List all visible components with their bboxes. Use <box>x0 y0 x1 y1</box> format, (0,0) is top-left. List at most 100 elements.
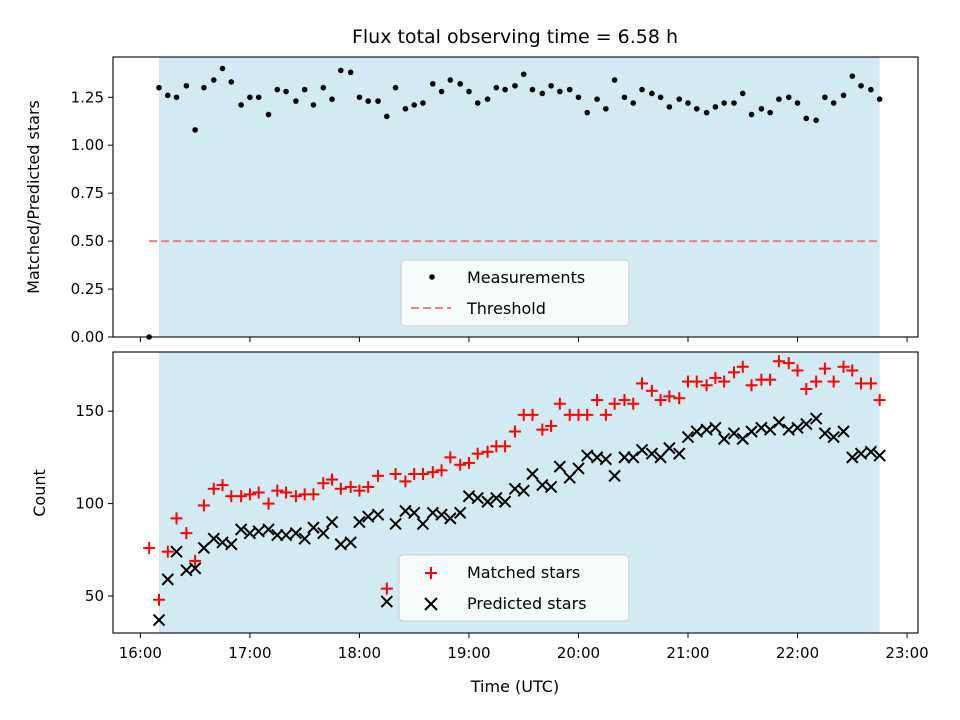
measurement-point <box>219 65 226 72</box>
measurement-point <box>840 92 847 99</box>
matched-star-point <box>772 355 785 368</box>
bottom-panel: 50 100 150 16:00 17:00 18:00 19:00 20:00 21:00 2… <box>30 351 929 696</box>
predicted-star-point <box>344 536 357 549</box>
measurement-point <box>301 86 308 93</box>
predicted-star-point <box>864 445 878 459</box>
bottom-axes-frame <box>112 351 919 634</box>
top-y-tick-label: 0.50 <box>71 232 104 250</box>
predicted-star-point <box>873 449 886 462</box>
matched-star-point <box>416 468 429 481</box>
matched-star-point <box>827 375 840 388</box>
measurement-point <box>329 96 335 102</box>
measurement-point <box>493 84 500 91</box>
bottom-x-tick-label: 23:00 <box>885 644 928 662</box>
matched-star-point <box>700 379 713 392</box>
predicted-star-point <box>389 517 402 531</box>
bottom-x-tick-label: 18:00 <box>338 644 381 662</box>
measurement-point <box>356 94 363 101</box>
matched-star-point <box>499 440 512 453</box>
predicted-star-point <box>197 541 211 555</box>
matched-star-point <box>791 364 804 377</box>
bottom-x-tick-label: 20:00 <box>557 644 600 662</box>
matched-star-point <box>372 469 385 482</box>
bottom-y-tick-label: 150 <box>75 402 104 420</box>
matched-star-point <box>591 394 604 407</box>
matched-star-point <box>170 512 183 525</box>
measurement-point <box>512 82 518 89</box>
bottom-x-tick-label: 16:00 <box>119 644 162 662</box>
measurement-point <box>293 98 299 104</box>
bottom-x-tick-label: 17:00 <box>228 644 271 662</box>
chart-title: Flux total observing time = 6.58 h <box>352 26 678 48</box>
measurement-point <box>274 86 281 93</box>
matched-star-point <box>782 357 795 370</box>
predicted-star-point <box>453 506 467 520</box>
predicted-star-point <box>791 421 804 435</box>
matched-star-point <box>317 477 330 490</box>
measurement-point <box>438 88 445 95</box>
predicted-star-point <box>435 508 448 521</box>
measurement-point <box>611 77 618 83</box>
matched-star-point <box>344 480 357 493</box>
predicted-star-point <box>837 425 850 438</box>
matched-star-point <box>243 488 256 501</box>
predicted-star-point <box>681 430 695 444</box>
top-y-tick-label: 0.00 <box>71 328 104 346</box>
measurement-point <box>156 84 162 91</box>
matched-star-point <box>718 375 731 388</box>
measurement-point <box>785 94 792 101</box>
bottom-x-tick-label: 21:00 <box>666 644 709 662</box>
matched-star-point <box>471 447 484 460</box>
measurement-point <box>575 94 582 101</box>
predicted-star-point <box>572 462 585 475</box>
matched-star-point <box>462 456 475 469</box>
predicted-star-point <box>544 480 558 494</box>
predicted-star-point <box>599 453 613 466</box>
predicted-star-point <box>471 491 484 505</box>
measurement-point <box>420 100 426 106</box>
matched-star-point <box>526 408 539 421</box>
matched-star-point <box>673 392 686 405</box>
top-y-tick-label: 0.75 <box>71 184 104 202</box>
predicted-star-point <box>252 525 265 538</box>
measurement-point <box>228 79 235 85</box>
top-legend-box <box>400 259 630 327</box>
bottom-y-tick-label: 100 <box>75 495 104 513</box>
predicted-star-point <box>608 469 621 483</box>
measurement-point <box>520 71 527 78</box>
matched-star-point <box>180 527 193 540</box>
legend-predicted-marker <box>424 597 438 611</box>
matched-star-point <box>252 486 265 499</box>
matched-star-point <box>690 375 703 388</box>
matched-star-point <box>444 451 457 464</box>
measurement-point <box>776 96 782 102</box>
matched-star-point <box>289 490 302 503</box>
matched-star-point <box>553 397 566 410</box>
matched-star-point <box>873 394 886 407</box>
measurement-point <box>474 100 481 106</box>
measurement-point <box>502 86 508 93</box>
measurement-point <box>310 102 317 108</box>
measurement-point <box>868 86 874 93</box>
matched-star-point <box>399 475 412 488</box>
matched-star-point <box>654 394 667 407</box>
measurement-point <box>283 88 289 95</box>
measurement-point <box>703 109 710 116</box>
matched-star-point <box>645 384 658 397</box>
measurement-point <box>813 117 819 124</box>
measurement-point <box>210 77 217 83</box>
measurement-point <box>338 67 344 74</box>
matched-star-point <box>745 379 758 392</box>
matched-star-point <box>153 593 165 606</box>
predicted-star-point <box>361 510 375 523</box>
predicted-star-point <box>818 427 832 440</box>
predicted-star-point <box>289 526 303 540</box>
predicted-star-point <box>827 430 840 444</box>
bottom-legend-box <box>398 554 630 622</box>
predicted-star-point <box>673 447 686 460</box>
measurement-point <box>830 100 837 106</box>
top-y-tick-label: 1.25 <box>71 88 104 106</box>
predicted-star-point <box>645 447 659 460</box>
predicted-star-point <box>800 417 813 431</box>
matched-star-point <box>380 582 393 595</box>
